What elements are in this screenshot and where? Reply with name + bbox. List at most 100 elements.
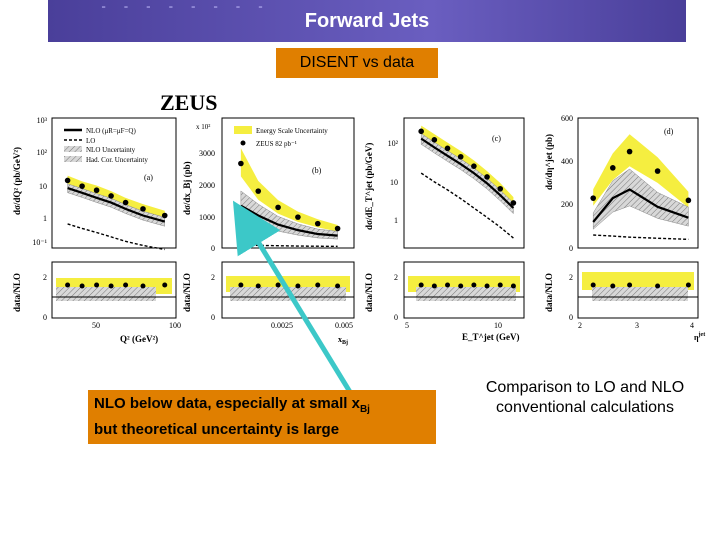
data-point-a (64, 177, 71, 184)
data-point-d (590, 195, 596, 201)
frame-c-ratio (403, 261, 525, 319)
ratio-ytick-b-2: 2 (211, 273, 215, 282)
ratio-point-c (458, 283, 464, 289)
ratio-ytick-a-2: 2 (43, 273, 47, 282)
panel-b-label: (b) (312, 166, 322, 175)
xtick-c-0: 5 (405, 321, 409, 330)
data-point-d (654, 168, 661, 174)
ratio-point-c (445, 282, 451, 288)
nlo-uncertainty-band-d (592, 168, 689, 230)
ratio-bands (52, 272, 698, 301)
lo-line-d (593, 234, 689, 241)
banner-decoration: - - - - - - - - (100, 0, 269, 14)
ytick-a-0: 10⁻¹ (32, 238, 47, 247)
data-point-b (295, 214, 301, 220)
ytick-c-2: 10² (388, 139, 399, 148)
legend-zeus: ZEUS 82 pb⁻¹ (256, 140, 297, 148)
xlabel-c: E_T^jet (GeV) (462, 332, 519, 342)
energy-scale-band-d (593, 134, 689, 208)
ytick-c-1: 10 (390, 178, 398, 187)
lo-line-a (67, 223, 165, 251)
ratio-point-d (590, 282, 596, 288)
callout-line2: but theoretical uncertainty is large (94, 421, 340, 438)
ratio-point-c (484, 283, 490, 289)
ratio-ylabel-d: data/NLO (544, 273, 554, 312)
ytick-b-3: 3000 (199, 149, 215, 158)
data-point-a (122, 199, 129, 206)
slide-title: Forward Jets (304, 10, 430, 32)
ytick-a-2: 10 (39, 182, 47, 191)
ylabel-a: dσ/dQ² (pb/GeV²) (12, 147, 22, 215)
data-point-a (140, 206, 146, 212)
data-point-b (238, 160, 244, 167)
ytick-b-0: 0 (211, 244, 215, 253)
frame-c (403, 117, 525, 249)
xtick-a-0: 50 (92, 321, 100, 330)
ratio-ytick-d-0: 0 (569, 313, 573, 322)
x-ticks: 50 100 0.0025 0.005 5 10 2 3 4 (92, 321, 694, 330)
xlabel-a: Q² (GeV²) (120, 334, 158, 344)
frame-b (221, 117, 355, 249)
nlo-line-d (592, 188, 689, 223)
ratio-ytick-a-0: 0 (43, 313, 47, 322)
data-point-a (93, 187, 100, 194)
xlabel-b: xBj (338, 335, 348, 346)
ratio-point-d (627, 282, 633, 288)
ratio-point-b (315, 282, 321, 288)
plot-layer (64, 125, 692, 251)
ytick-d-2: 400 (561, 157, 573, 166)
ratio-ytick-c-0: 0 (394, 313, 398, 322)
ratio-ytick-b-0: 0 (211, 313, 215, 322)
subtitle: DISENT vs data (299, 54, 415, 71)
lo-line-c (420, 172, 514, 239)
nlo-line-a (67, 186, 166, 223)
data-point-d (685, 197, 692, 204)
legend-nlo-unc: NLO Uncertainty (86, 146, 136, 154)
data-point-c (457, 153, 464, 160)
panel-b-yunit: x 10² (196, 123, 210, 131)
callout-line1: NLO below data, especially at small x (94, 395, 360, 412)
ratio-point-b (255, 283, 261, 289)
data-point-c (510, 200, 517, 206)
ytick-d-0: 0 (569, 244, 573, 253)
y-ticks: 10⁻¹ 1 10 10² 10³ 0 1000 2000 3000 1 10 … (32, 114, 573, 322)
data-point-d (610, 165, 616, 171)
frame-a (51, 117, 177, 249)
ratio-ylabel-b: data/NLO (182, 273, 192, 312)
ratio-point-b (238, 282, 244, 288)
data-point-d (626, 148, 633, 155)
legend-nlo: NLO (μR=μF=Q) (86, 127, 136, 135)
ytick-b-2: 2000 (199, 181, 215, 190)
data-point-c (444, 145, 451, 152)
ratio-point-a (94, 282, 100, 288)
data-point-a (108, 193, 114, 199)
callout-subscript: Bj (359, 404, 370, 415)
ratio-point-b (335, 283, 341, 289)
frame-d (577, 117, 699, 249)
xtick-d-0: 2 (578, 321, 582, 330)
experiment-label: ZEUS (160, 90, 217, 115)
panel-a-label: (a) (144, 173, 153, 182)
legend-a: NLO (μR=μF=Q) LO NLO Uncertainty Had. Co… (64, 127, 148, 164)
comparison-note: Comparison to LO and NLO conventional ca… (485, 379, 685, 416)
ratio-points (65, 282, 691, 289)
frame-a-ratio (51, 261, 177, 319)
ytick-d-3: 600 (561, 114, 573, 123)
ratio-point-b (295, 283, 301, 289)
xtick-d-1: 3 (635, 321, 639, 330)
data-point-c (484, 174, 490, 180)
ratio-point-c (471, 282, 477, 288)
legend-energy-scale: Energy Scale Uncertainty (256, 127, 328, 135)
panel-d-label: (d) (664, 127, 674, 136)
nlo-line-c (420, 137, 515, 209)
data-point-c (471, 163, 477, 169)
ratio-point-d (685, 282, 691, 288)
ratio-point-a (162, 282, 168, 288)
ytick-d-1: 200 (561, 200, 573, 209)
ratio-ylabel-a: data/NLO (12, 273, 22, 312)
ratio-ylabel-c: data/NLO (364, 273, 374, 312)
frame-d-ratio (577, 261, 699, 319)
xtick-d-2: 4 (690, 321, 694, 330)
